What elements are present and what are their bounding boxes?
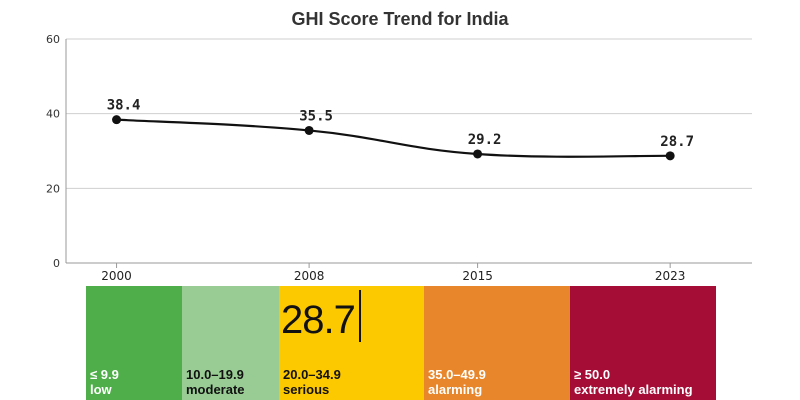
data-point <box>112 115 122 125</box>
y-tick-label: 20 <box>46 182 60 195</box>
severity-band-moderate: 10.0–19.9 moderate <box>182 286 279 400</box>
band-range-label: 35.0–49.9 <box>428 367 486 382</box>
band-name-label: alarming <box>428 382 483 397</box>
data-point <box>473 149 483 159</box>
x-tick-label: 2008 <box>294 269 325 283</box>
chart: GHI Score Trend for India 0 20 40 60 2000 200… <box>46 9 752 283</box>
severity-band-alarming: 35.0–49.9 alarming <box>424 286 570 400</box>
data-label: 29.2 <box>468 132 502 148</box>
current-score-marker <box>359 290 361 342</box>
data-points <box>112 115 675 161</box>
data-labels: 38.4 35.5 29.2 28.7 <box>107 98 694 150</box>
band-range-label: 20.0–34.9 <box>283 367 341 382</box>
data-point <box>304 125 314 135</box>
band-name-label: extremely alarming <box>574 382 693 397</box>
data-label: 35.5 <box>299 108 333 124</box>
x-tick-label: 2015 <box>462 269 493 283</box>
severity-band-serious: 28.7 20.0–34.9 serious <box>279 286 424 400</box>
band-range-label: ≤ 9.9 <box>90 367 119 382</box>
grid <box>66 38 752 189</box>
current-score: 28.7 <box>281 298 356 342</box>
severity-band-extremely-alarming: ≥ 50.0 extremely alarming <box>570 286 716 400</box>
data-label: 28.7 <box>660 134 694 150</box>
severity-band-low: ≤ 9.9 low <box>86 286 182 400</box>
band-name-label: low <box>90 382 112 397</box>
band-range-label: 10.0–19.9 <box>186 367 244 382</box>
chart-title: GHI Score Trend for India <box>291 9 509 29</box>
data-label: 38.4 <box>107 98 141 114</box>
y-tick-label: 40 <box>46 108 60 121</box>
y-tick-label: 0 <box>53 257 60 270</box>
y-tick-label: 60 <box>46 33 60 46</box>
severity-scale: ≤ 9.9 low 10.0–19.9 moderate 28.7 20.0–34.9 se… <box>86 286 716 400</box>
series-line <box>116 118 671 158</box>
series-line-layer <box>116 118 671 158</box>
x-tick-label: 2000 <box>101 269 132 283</box>
band-name-label: moderate <box>186 382 245 397</box>
band-name-label: serious <box>283 382 330 397</box>
x-tick-label: 2023 <box>655 269 686 283</box>
band-range-label: ≥ 50.0 <box>574 367 611 382</box>
data-point <box>665 151 675 161</box>
axes: 0 20 40 60 2000 2008 2015 2023 <box>46 33 752 283</box>
